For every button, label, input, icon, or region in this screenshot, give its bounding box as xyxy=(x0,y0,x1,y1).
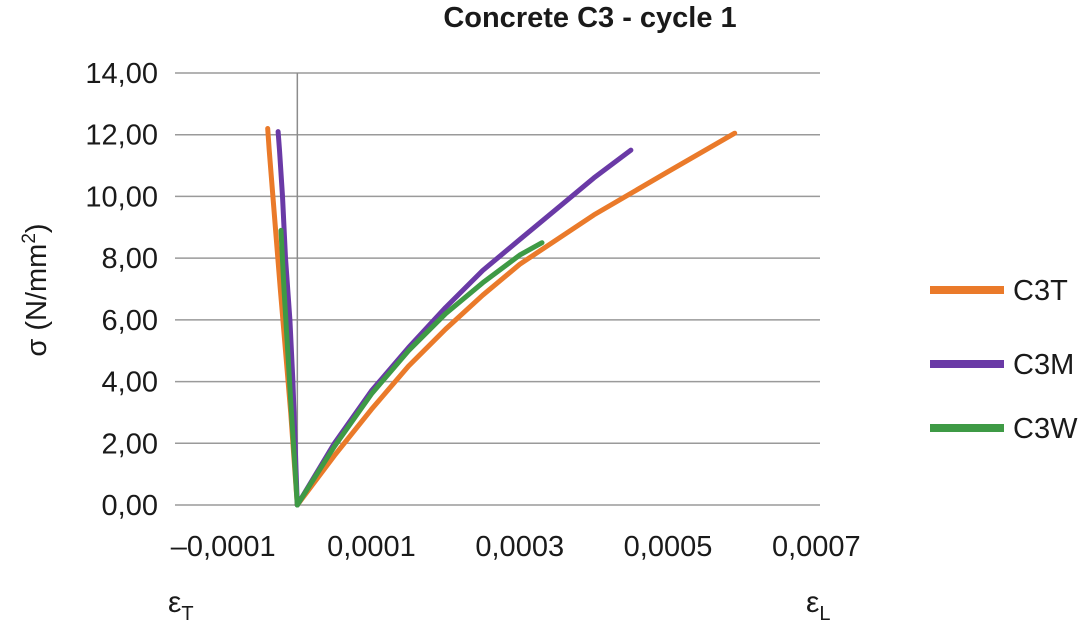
legend: C3T C3M C3W xyxy=(930,275,1078,445)
legend-label-c3t: C3T xyxy=(1013,275,1068,307)
y-tick-label: 8,00 xyxy=(102,243,158,275)
chart-title: Concrete C3 - cycle 1 xyxy=(443,2,736,34)
y-tick-label: 0,00 xyxy=(102,490,158,522)
longitudinal-strain-label: εL xyxy=(806,586,831,625)
legend-label-c3m: C3M xyxy=(1013,349,1074,381)
y-axis-ticks: 0,00 2,00 4,00 6,00 8,00 10,00 12,00 14,00 xyxy=(85,58,158,522)
x-tick-label: 0,0003 xyxy=(475,531,564,563)
y-tick-label: 4,00 xyxy=(102,367,158,399)
y-tick-label: 2,00 xyxy=(102,428,158,460)
legend-label-c3w: C3W xyxy=(1013,413,1078,445)
y-axis-label: σ (N/mm2) xyxy=(19,223,53,356)
series-lines xyxy=(265,126,738,508)
series-c3w-transverse-line xyxy=(278,227,300,508)
transverse-strain-label: εT xyxy=(168,586,194,625)
x-tick-label: 0,0001 xyxy=(327,531,416,563)
series-c3w-longitudinal-line xyxy=(294,240,545,508)
y-tick-label: 10,00 xyxy=(85,181,158,213)
series-c3t-longitudinal-line xyxy=(294,130,738,508)
series-c3m-longitudinal-line xyxy=(294,147,634,508)
x-tick-label: 0,0005 xyxy=(624,531,713,563)
x-tick-label: –0,0001 xyxy=(171,531,276,563)
x-tick-label: 0,0007 xyxy=(772,531,861,563)
y-tick-label: 14,00 xyxy=(85,58,158,90)
x-axis-ticks: –0,0001 0,0001 0,0003 0,0005 0,0007 xyxy=(171,531,861,563)
y-tick-label: 12,00 xyxy=(85,120,158,152)
y-tick-label: 6,00 xyxy=(102,305,158,337)
